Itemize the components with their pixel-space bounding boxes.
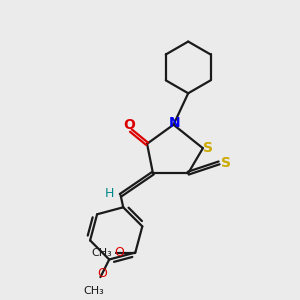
Text: H: H: [105, 187, 114, 200]
Text: CH₃: CH₃: [83, 286, 104, 296]
Text: S: S: [220, 156, 230, 170]
Text: O: O: [97, 268, 107, 281]
Text: S: S: [203, 141, 213, 155]
Text: O: O: [124, 118, 135, 132]
Text: CH₃: CH₃: [91, 248, 112, 257]
Text: N: N: [169, 116, 181, 130]
Text: O: O: [114, 246, 124, 259]
